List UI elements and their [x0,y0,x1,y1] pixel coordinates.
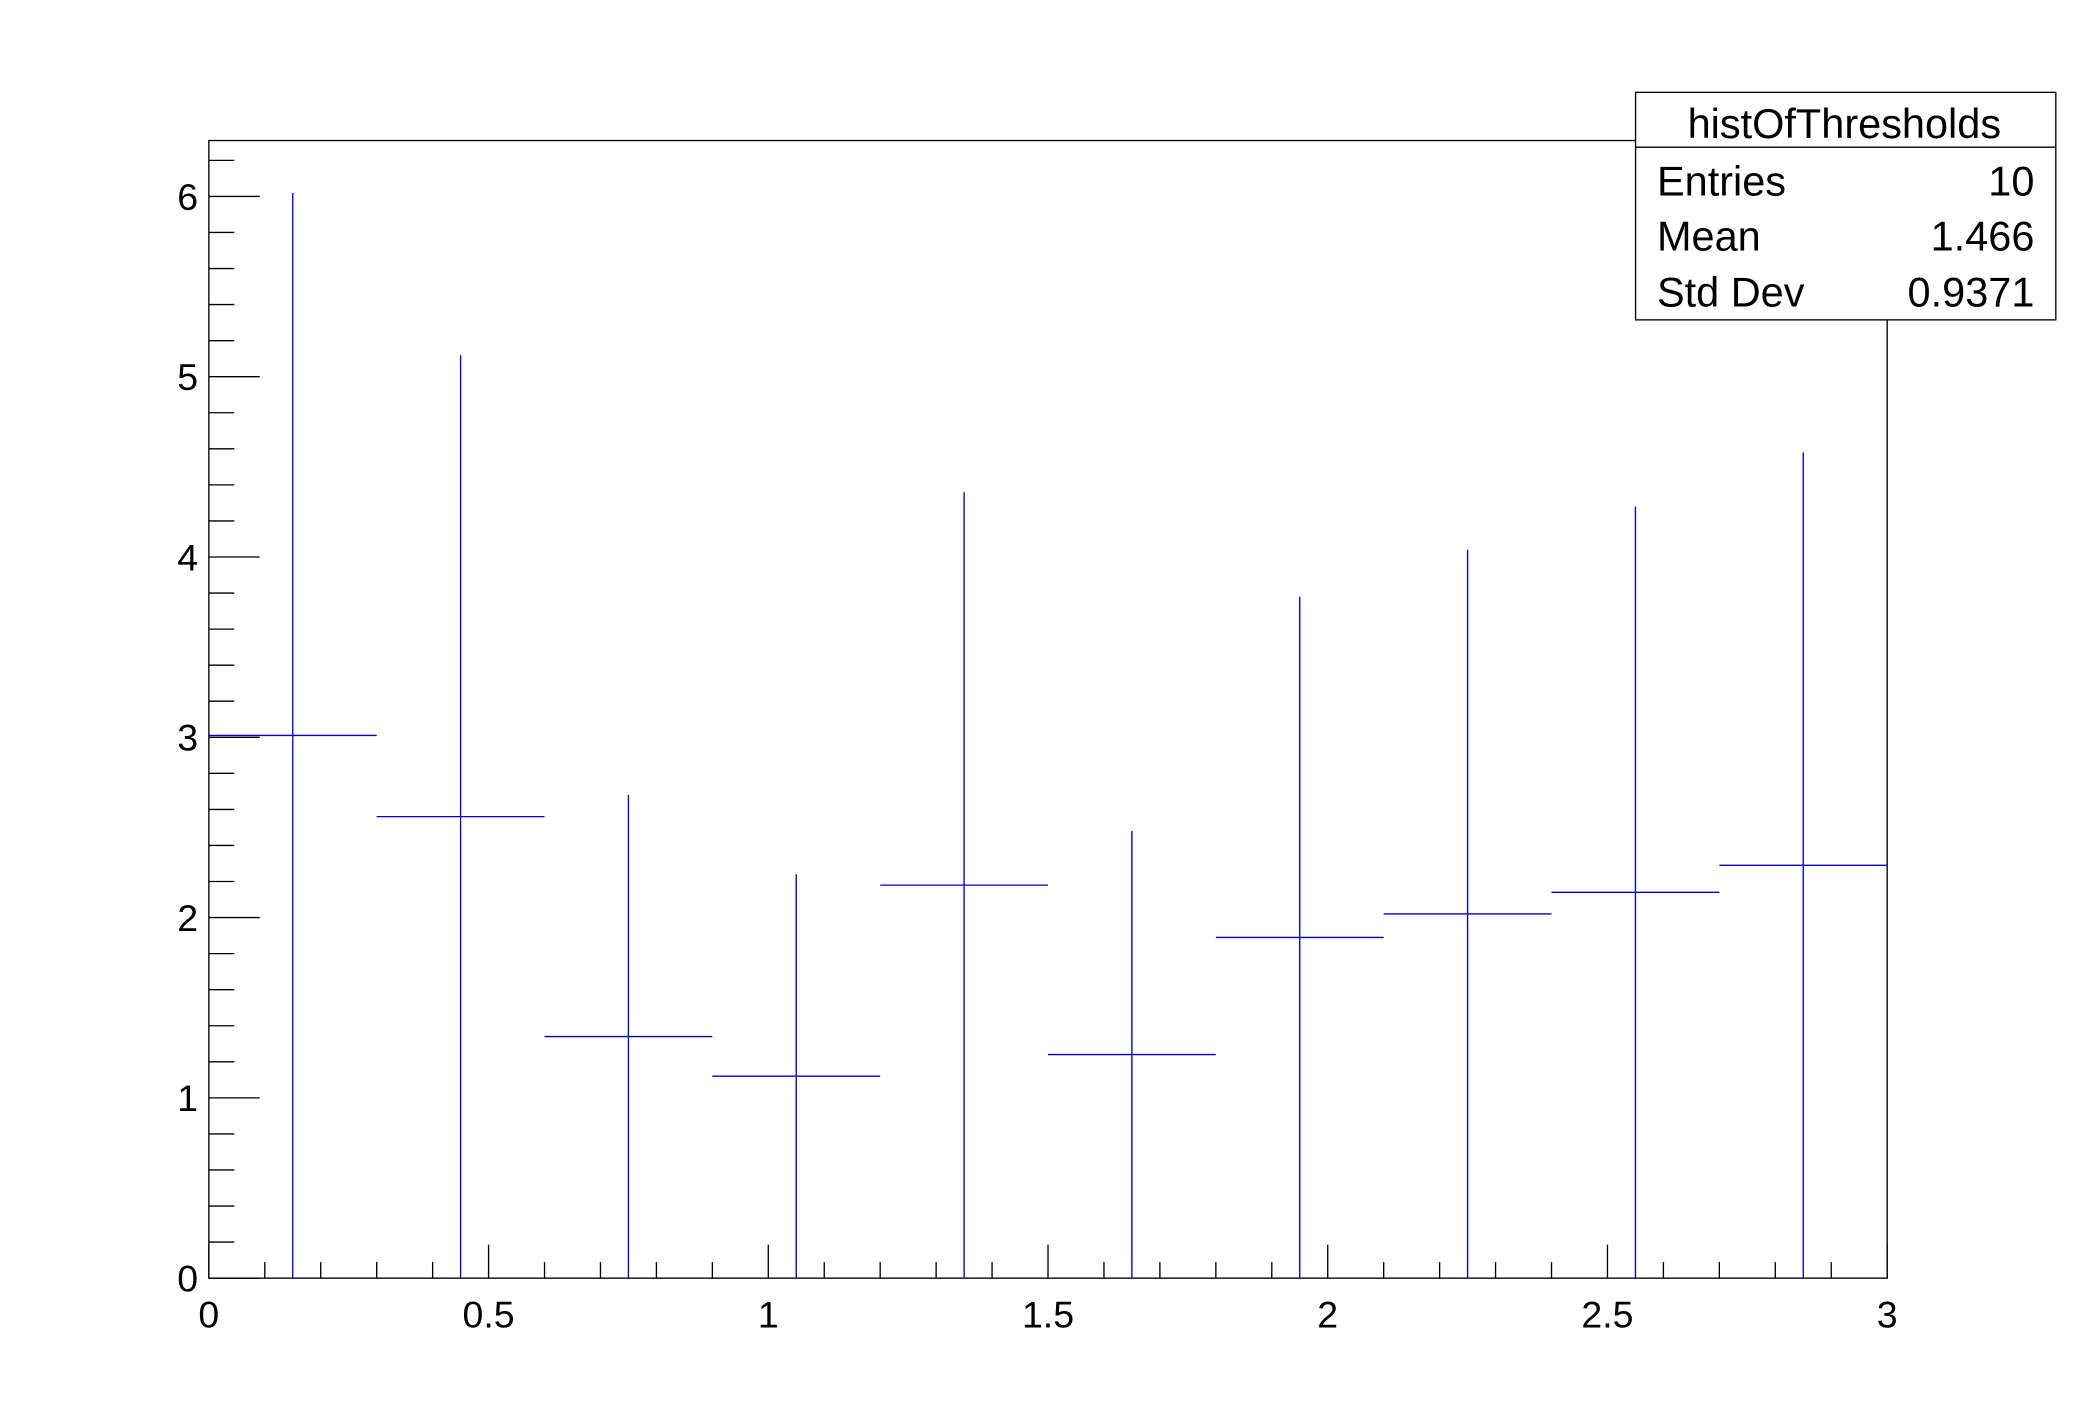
x-tick-label: 0.5 [463,1294,515,1336]
stats-title: histOfThresholds [1688,100,2001,147]
y-tick-label: 3 [177,717,198,759]
axis-ticks [208,159,1888,1279]
histogram-bins [208,192,1888,1279]
x-tick-label: 0 [198,1294,219,1336]
stats-stddev-value: 0.9371 [1908,268,2035,315]
stats-mean-value: 1.466 [1931,212,2035,259]
stats-entries-label: Entries [1657,157,1786,204]
x-tick-label: 2 [1317,1294,1338,1336]
y-tick-label: 4 [177,536,198,578]
x-tick-label: 1 [758,1294,779,1336]
stats-mean-label: Mean [1657,212,1761,259]
stats-stddev-label: Std Dev [1657,268,1805,315]
x-tick-label: 1.5 [1022,1294,1074,1336]
stats-box: histOfThresholds Entries 10 Mean 1.466 S… [1634,91,2057,321]
y-tick-label: 6 [177,176,198,218]
x-tick-label: 3 [1877,1294,1898,1336]
axis-labels: 0 0.5 1 1.5 2 2.5 3 0 1 2 3 4 5 6 [177,176,1897,1336]
y-tick-label: 1 [177,1077,198,1119]
x-tick-label: 2.5 [1581,1294,1633,1336]
y-tick-label: 5 [177,356,198,398]
y-tick-label: 0 [177,1258,198,1300]
y-tick-label: 2 [177,897,198,939]
stats-entries-value: 10 [1988,157,2034,204]
